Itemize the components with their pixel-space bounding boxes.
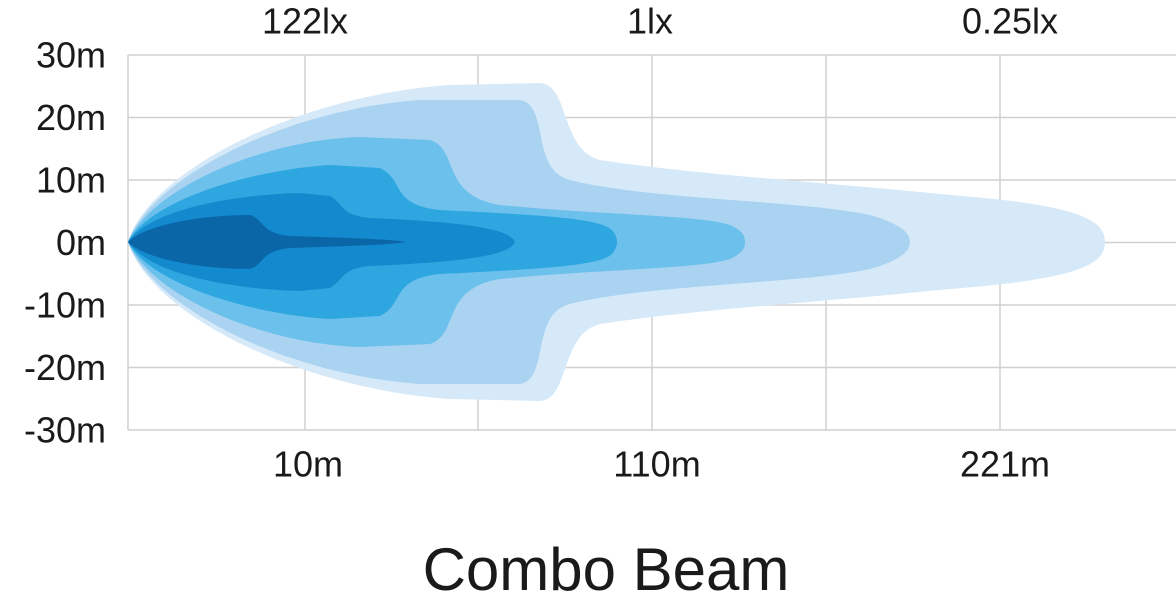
- y-tick-label: -10m: [24, 285, 106, 326]
- lux-label: 1lx: [627, 1, 673, 42]
- x-label: 10m: [273, 444, 343, 485]
- x-label: 221m: [960, 444, 1050, 485]
- y-tick-label: 0m: [56, 222, 106, 263]
- y-tick-label: -20m: [24, 347, 106, 388]
- y-tick-label: 10m: [36, 160, 106, 201]
- x-label: 110m: [613, 444, 700, 485]
- y-tick-label: -30m: [24, 410, 106, 451]
- beam-pattern: [128, 83, 1105, 401]
- y-tick-label: 30m: [36, 35, 106, 76]
- y-tick-label: 20m: [36, 97, 106, 138]
- lux-label: 122lx: [262, 1, 348, 42]
- lux-label: 0.25lx: [962, 1, 1058, 42]
- title: Combo Beam: [423, 536, 790, 600]
